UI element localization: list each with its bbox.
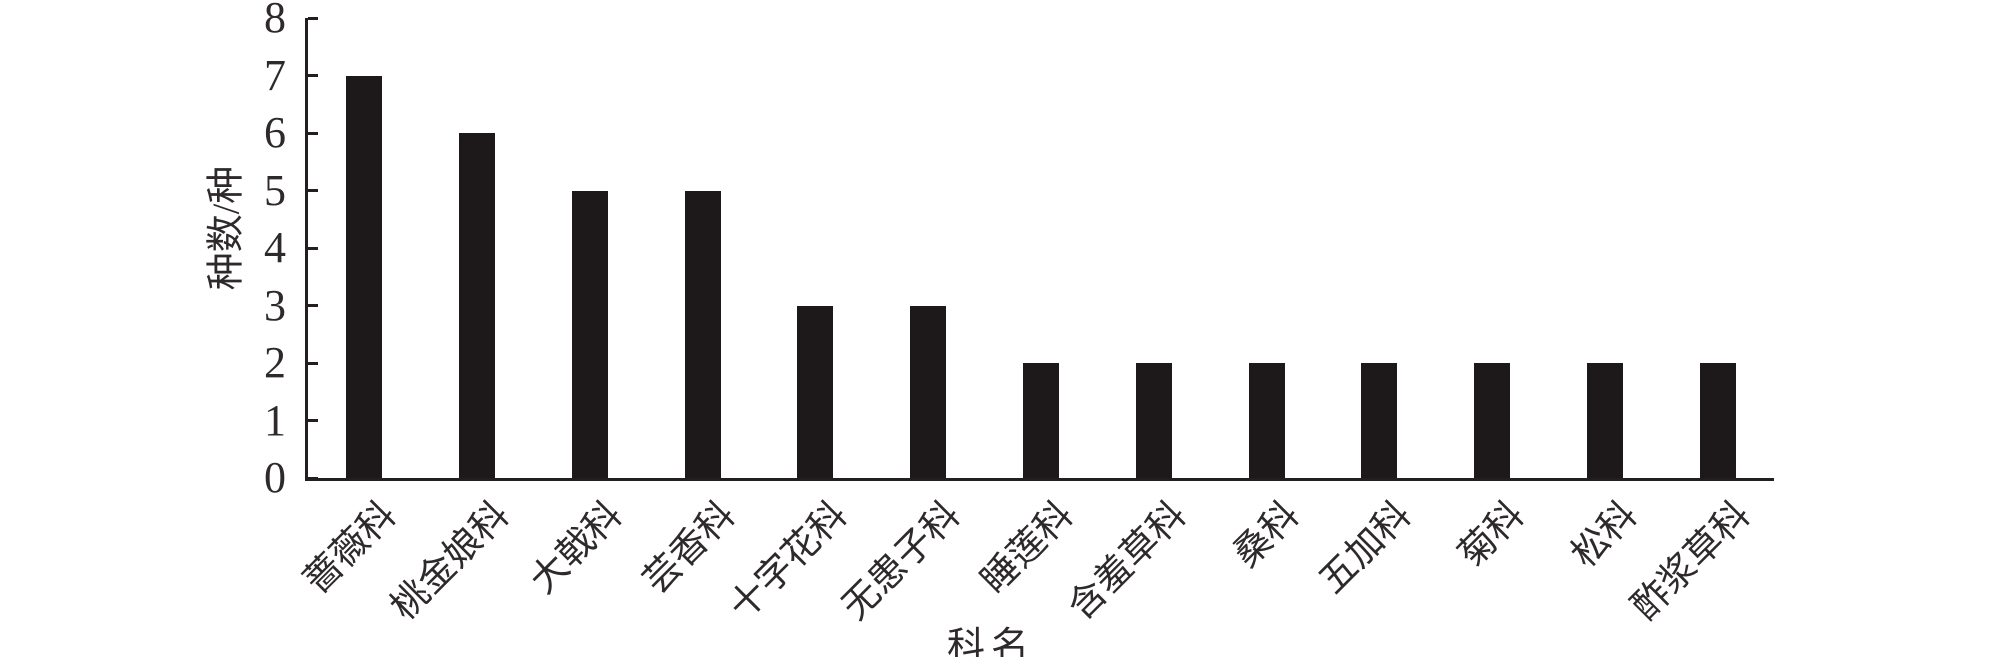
y-tick-mark	[308, 419, 318, 422]
y-tick-mark	[308, 189, 318, 192]
bar	[1361, 363, 1398, 478]
y-tick-label: 1	[264, 395, 286, 445]
y-tick-mark	[308, 361, 318, 365]
bar	[797, 305, 834, 478]
y-tick-label: 6	[264, 108, 286, 157]
y-tick-mark	[308, 16, 318, 20]
y-tick-mark	[308, 304, 318, 307]
y-tick-label: 3	[264, 280, 286, 330]
plot-area: 0 1 2 3 4 5 6 7 8 蔷薇科 桃金娘科 大戟科 芸香科 十字花科 无患子科 睡莲科 含羞草科 桑科五…	[264, 0, 1774, 628]
y-tick-mark	[308, 74, 318, 77]
y-tick-mark	[308, 246, 318, 250]
bar	[1474, 363, 1511, 478]
bar	[910, 305, 947, 478]
y-tick-mark	[308, 131, 318, 135]
bar	[684, 190, 721, 478]
bar	[571, 190, 608, 478]
bar	[1699, 363, 1736, 478]
y-tick-label: 4	[264, 223, 286, 272]
bar	[459, 133, 496, 478]
y-tick-label: 7	[264, 50, 286, 100]
y-tick-label: 8	[264, 0, 286, 42]
y-tick-label: 0	[264, 453, 286, 502]
y-tick-label: 5	[264, 165, 286, 215]
bar	[1586, 363, 1623, 478]
bar	[1023, 363, 1059, 478]
y-tick-label: 2	[264, 338, 286, 387]
y-tick-mark	[308, 476, 318, 480]
bar	[1135, 363, 1172, 478]
bar	[1248, 363, 1285, 478]
bar	[346, 75, 383, 478]
x-axis-title: 科名	[946, 626, 1036, 657]
